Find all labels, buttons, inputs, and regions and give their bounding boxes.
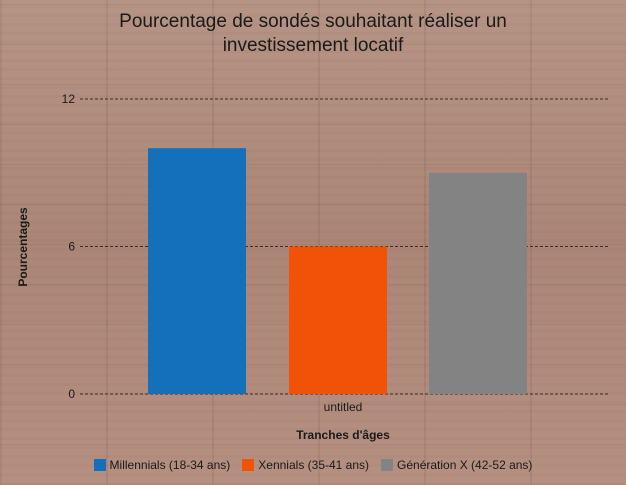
legend-swatch <box>93 459 106 471</box>
legend-label: Génération X (42-52 ans) <box>397 458 533 472</box>
y-tick-label-6: 6 <box>68 240 75 254</box>
legend-item-millennials[interactable]: Millennials (18-34 ans) <box>93 458 231 472</box>
bar-génération[interactable] <box>429 172 527 394</box>
chart-title: Pourcentage de sondés souhaitant réalise… <box>119 11 507 56</box>
y-axis-title: Pourcentages <box>16 207 30 287</box>
y-tick-labels: 0 6 12 <box>62 92 76 401</box>
legend: Millennials (18-34 ans) Xennials (35-41 … <box>0 458 626 472</box>
legend-swatch <box>242 459 255 471</box>
legend-label: Millennials (18-34 ans) <box>109 458 231 472</box>
legend-item-generation-x[interactable]: Génération X (42-52 ans) <box>381 458 532 472</box>
legend-item-xennials[interactable]: Xennials (35-41 ans) <box>242 458 369 472</box>
x-axis-title: Tranches d'âges <box>296 428 390 442</box>
y-tick-label-12: 12 <box>62 92 76 106</box>
bar-xennials[interactable] <box>289 246 387 395</box>
y-tick-label-0: 0 <box>68 387 75 401</box>
legend-swatch <box>381 459 394 471</box>
bars-layer <box>148 148 527 394</box>
x-category-label: untitled <box>324 400 363 414</box>
bar-millennials[interactable] <box>148 148 246 394</box>
legend-label: Xennials (35-41 ans) <box>258 458 370 472</box>
